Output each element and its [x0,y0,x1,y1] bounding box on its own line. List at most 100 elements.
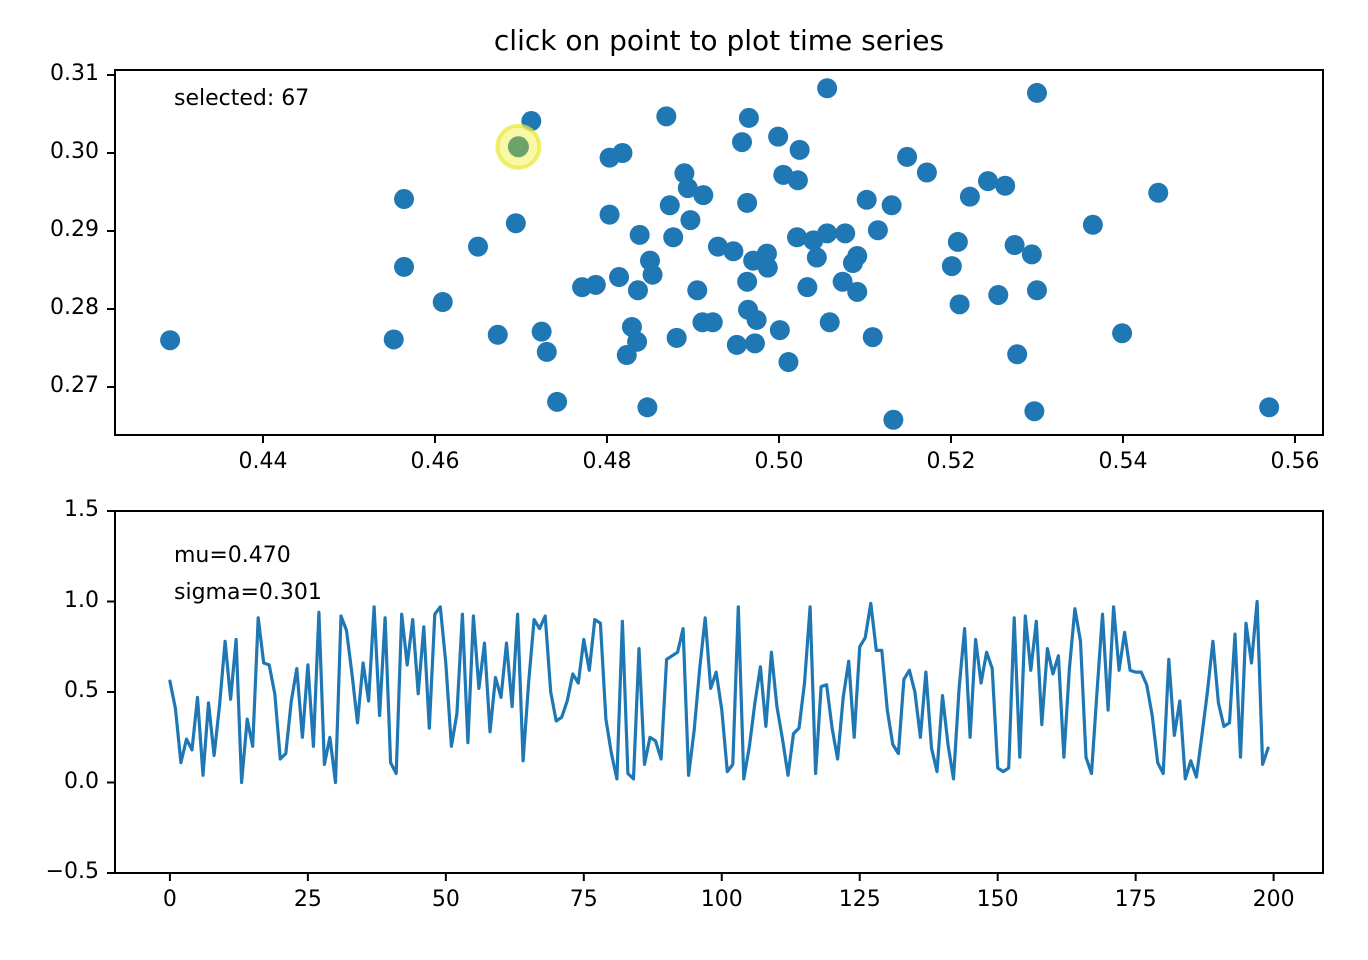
scatter-point[interactable] [1026,280,1047,301]
scatter-point[interactable] [787,170,808,191]
scatter-x-tick-label: 0.50 [754,449,804,474]
scatter-point[interactable] [806,247,827,268]
scatter-point[interactable] [1082,214,1103,235]
scatter-point[interactable] [883,409,904,430]
scatter-point[interactable] [1004,235,1025,256]
scatter-point[interactable] [789,139,810,160]
scatter-point[interactable] [817,223,838,244]
scatter-point[interactable] [977,171,998,192]
scatter-point[interactable] [585,274,606,295]
selected-annotation: selected: 67 [174,86,310,111]
scatter-point[interactable] [995,175,1016,196]
scatter-point[interactable] [609,267,630,288]
timeseries-x-tick-label: 125 [838,887,881,912]
scatter-point[interactable] [1148,182,1169,203]
scatter-point[interactable] [467,236,488,257]
scatter-point[interactable] [612,143,633,164]
scatter-point[interactable] [732,132,753,153]
scatter-point[interactable] [723,241,744,262]
scatter-point[interactable] [941,256,962,277]
scatter-point[interactable] [737,192,758,213]
scatter-point[interactable] [787,227,808,248]
timeseries-x-tick-label: 100 [700,887,743,912]
scatter-point[interactable] [856,189,877,210]
scatter-point[interactable] [916,162,937,183]
scatter-point[interactable] [867,220,888,241]
scatter-point[interactable] [959,186,980,207]
scatter-point[interactable] [666,327,687,348]
scatter-point[interactable] [1021,244,1042,265]
timeseries-x-tick-label: 25 [293,887,322,912]
timeseries-x-tick-label: 50 [431,887,460,912]
scatter-point[interactable] [757,257,778,278]
scatter-point[interactable] [394,256,415,277]
scatter-point[interactable] [707,236,728,257]
scatter-point[interactable] [629,224,650,245]
scatter-point[interactable] [432,291,453,312]
scatter-point[interactable] [659,195,680,216]
timeseries-y-tick-label: 0.5 [64,678,99,703]
scatter-point[interactable] [663,227,684,248]
scatter-point[interactable] [1026,82,1047,103]
scatter-point[interactable] [835,223,856,244]
timeseries-y-tick-label: −0.5 [45,859,99,884]
scatter-point[interactable] [881,195,902,216]
timeseries-x-tick-label: 200 [1252,887,1295,912]
scatter-point[interactable] [680,210,701,231]
timeseries-y-tick-label: 1.5 [64,497,99,522]
scatter-point[interactable] [505,213,526,234]
scatter-point[interactable] [547,391,568,412]
scatter-point[interactable] [394,189,415,210]
scatter-x-tick-label: 0.54 [1098,449,1148,474]
timeseries-x-tick-label: 150 [976,887,1019,912]
scatter-x-tick-label: 0.56 [1270,449,1320,474]
scatter-point[interactable] [744,333,765,354]
scatter-point[interactable] [746,309,767,330]
scatter-point[interactable] [768,126,789,147]
scatter-point[interactable] [693,185,714,206]
scatter-point[interactable] [702,312,723,333]
selected-point[interactable] [507,136,529,158]
scatter-point[interactable] [531,321,552,342]
scatter-point[interactable] [737,271,758,292]
scatter-point[interactable] [817,78,838,99]
scatter-point[interactable] [769,320,790,341]
scatter-point[interactable] [947,231,968,252]
scatter-y-tick-label: 0.30 [50,139,99,164]
mu-annotation: mu=0.470 [174,543,291,568]
scatter-point[interactable] [1024,401,1045,422]
scatter-point[interactable] [778,352,799,373]
scatter-point[interactable] [819,312,840,333]
scatter-point[interactable] [627,280,648,301]
scatter-point[interactable] [160,330,181,351]
scatter-point[interactable] [897,146,918,167]
scatter-y-tick-label: 0.27 [50,373,99,399]
scatter-point[interactable] [687,280,708,301]
scatter-point[interactable] [1007,344,1028,365]
scatter-point[interactable] [988,284,1009,305]
scatter-point[interactable] [726,334,747,355]
scatter-point[interactable] [642,264,663,285]
scatter-point[interactable] [599,204,620,225]
scatter-point[interactable] [847,281,868,302]
scatter-x-tick-label: 0.48 [582,449,632,474]
scatter-point[interactable] [637,397,658,418]
scatter-point[interactable] [383,329,404,350]
scatter-point[interactable] [487,324,508,345]
scatter-x-tick-label: 0.52 [926,449,976,474]
scatter-point[interactable] [677,178,698,199]
scatter-point[interactable] [536,341,557,362]
timeseries-x-tick-label: 0 [162,887,177,912]
scatter-point[interactable] [616,345,637,366]
scatter-point[interactable] [656,106,677,127]
scatter-point[interactable] [832,271,853,292]
scatter-point[interactable] [842,252,863,273]
scatter-point[interactable] [738,107,759,128]
scatter-point[interactable] [1259,397,1280,418]
scatter-point[interactable] [797,277,818,298]
scatter-point[interactable] [949,294,970,315]
scatter-point[interactable] [862,327,883,348]
scatter-point[interactable] [1112,323,1133,344]
timeseries-y-tick-label: 0.0 [64,768,99,794]
